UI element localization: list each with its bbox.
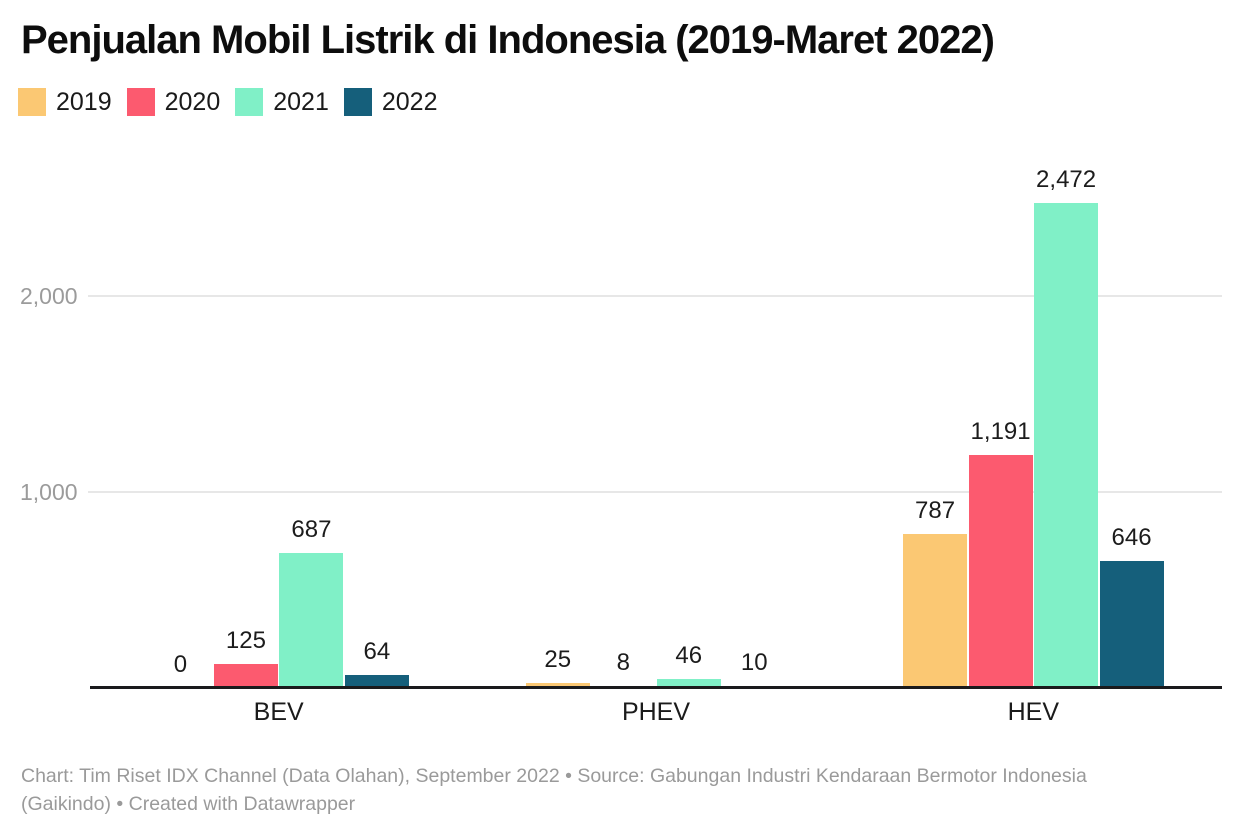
bar-2020-HEV bbox=[968, 454, 1033, 688]
chart-footer: Chart: Tim Riset IDX Channel (Data Olaha… bbox=[21, 765, 1087, 815]
legend-item-2021: 2021 bbox=[235, 88, 329, 116]
value-label-2019-HEV: 787 bbox=[915, 496, 956, 524]
legend-swatch-2019 bbox=[18, 88, 46, 116]
legend-swatch-2021 bbox=[235, 88, 264, 116]
value-label-2021-BEV: 687 bbox=[291, 516, 332, 544]
value-label-2020-HEV: 1,191 bbox=[970, 417, 1031, 445]
bar-2019-HEV bbox=[903, 533, 968, 688]
legend: 2019 2020 2021 2022 bbox=[18, 88, 438, 116]
value-label-2022-HEV: 646 bbox=[1111, 524, 1152, 552]
y-gridline bbox=[88, 295, 1222, 297]
chart-title: Penjualan Mobil Listrik di Indonesia (20… bbox=[21, 18, 995, 62]
value-label-2020-PHEV: 8 bbox=[616, 649, 630, 677]
y-axis-tick-label: 1,000 bbox=[20, 479, 78, 505]
legend-label-2021: 2021 bbox=[273, 88, 329, 116]
legend-swatch-2020 bbox=[126, 88, 155, 116]
bar-2022-BEV bbox=[344, 675, 409, 688]
bar-2020-BEV bbox=[213, 663, 278, 688]
value-label-2019-PHEV: 25 bbox=[544, 646, 572, 674]
bar-2021-BEV bbox=[279, 553, 344, 688]
bar-2021-PHEV bbox=[656, 678, 721, 688]
legend-swatch-2022 bbox=[343, 88, 372, 116]
legend-item-2019: 2019 bbox=[18, 88, 112, 116]
bar-2022-HEV bbox=[1099, 561, 1164, 688]
value-label-2022-BEV: 64 bbox=[363, 638, 391, 666]
value-label-2022-PHEV: 10 bbox=[740, 649, 768, 677]
y-axis-tick-label: 2,000 bbox=[20, 283, 78, 309]
bar-2021-HEV bbox=[1034, 203, 1099, 688]
legend-label-2022: 2022 bbox=[381, 88, 438, 116]
y-gridline bbox=[88, 491, 1222, 493]
legend-item-2022: 2022 bbox=[343, 88, 438, 116]
x-axis-line bbox=[90, 686, 1222, 689]
legend-label-2020: 2020 bbox=[164, 88, 221, 116]
value-label-2021-HEV: 2,472 bbox=[1036, 166, 1097, 194]
legend-label-2019: 2019 bbox=[56, 88, 112, 116]
value-label-2019-BEV: 0 bbox=[173, 651, 188, 678]
value-label-2020-BEV: 125 bbox=[225, 626, 266, 654]
bar-2019-PHEV bbox=[525, 683, 590, 688]
x-axis-category-label-PHEV: PHEV bbox=[621, 698, 691, 726]
x-axis-category-label-BEV: BEV bbox=[253, 698, 304, 726]
x-axis-category-label-HEV: HEV bbox=[1007, 698, 1060, 726]
value-label-2021-PHEV: 46 bbox=[675, 641, 703, 669]
legend-item-2020: 2020 bbox=[126, 88, 221, 116]
